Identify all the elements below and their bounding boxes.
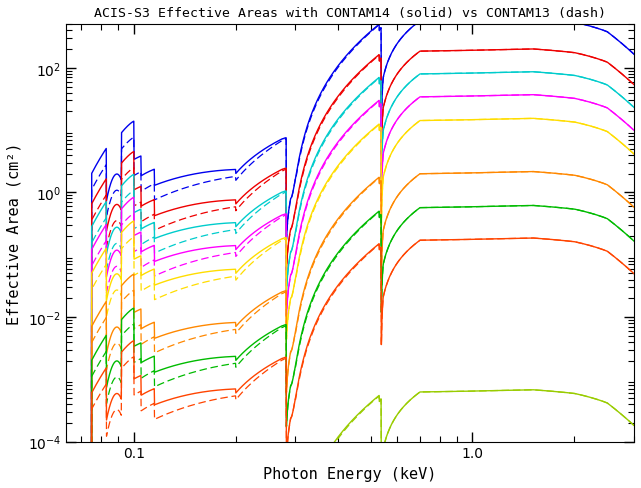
- Title: ACIS-S3 Effective Areas with CONTAM14 (solid) vs CONTAM13 (dash): ACIS-S3 Effective Areas with CONTAM14 (s…: [94, 7, 606, 20]
- X-axis label: Photon Energy (keV): Photon Energy (keV): [263, 466, 437, 481]
- Y-axis label: Effective Area (cm²): Effective Area (cm²): [7, 142, 22, 325]
